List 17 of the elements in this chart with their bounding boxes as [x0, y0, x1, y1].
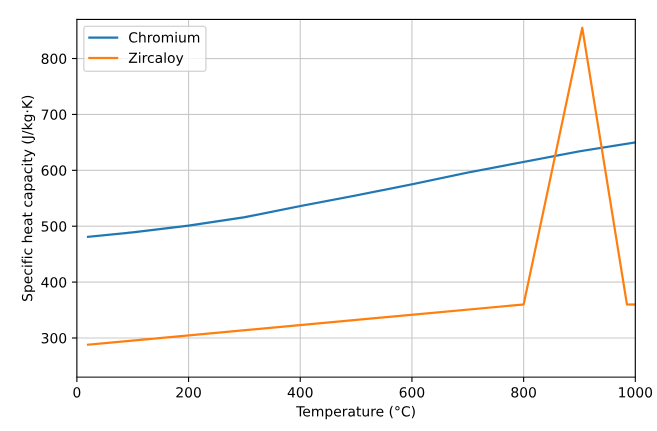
- y-tick-label: 600: [42, 165, 66, 176]
- line-series: [86, 141, 636, 238]
- legend-label: Chromium: [129, 32, 200, 43]
- x-tick-label: 200: [176, 387, 201, 398]
- x-tick-label: 1000: [619, 387, 652, 398]
- x-tick-label: 0: [73, 387, 80, 398]
- y-tick-label: 700: [42, 109, 66, 120]
- y-tick-label: 400: [41, 277, 66, 288]
- x-axis-title: Temperature (°C): [296, 406, 415, 420]
- x-tick-label: 800: [511, 387, 536, 398]
- x-tick-label: 600: [400, 387, 424, 398]
- y-axis-title: Specific heat capacity (J/kg·K): [22, 96, 36, 301]
- x-tick-label: 400: [288, 387, 313, 398]
- y-tick-label: 500: [42, 221, 66, 232]
- legend-label: Zircaloy: [128, 52, 184, 66]
- y-tick-label: 800: [42, 53, 66, 64]
- y-tick-label: 300: [42, 332, 66, 344]
